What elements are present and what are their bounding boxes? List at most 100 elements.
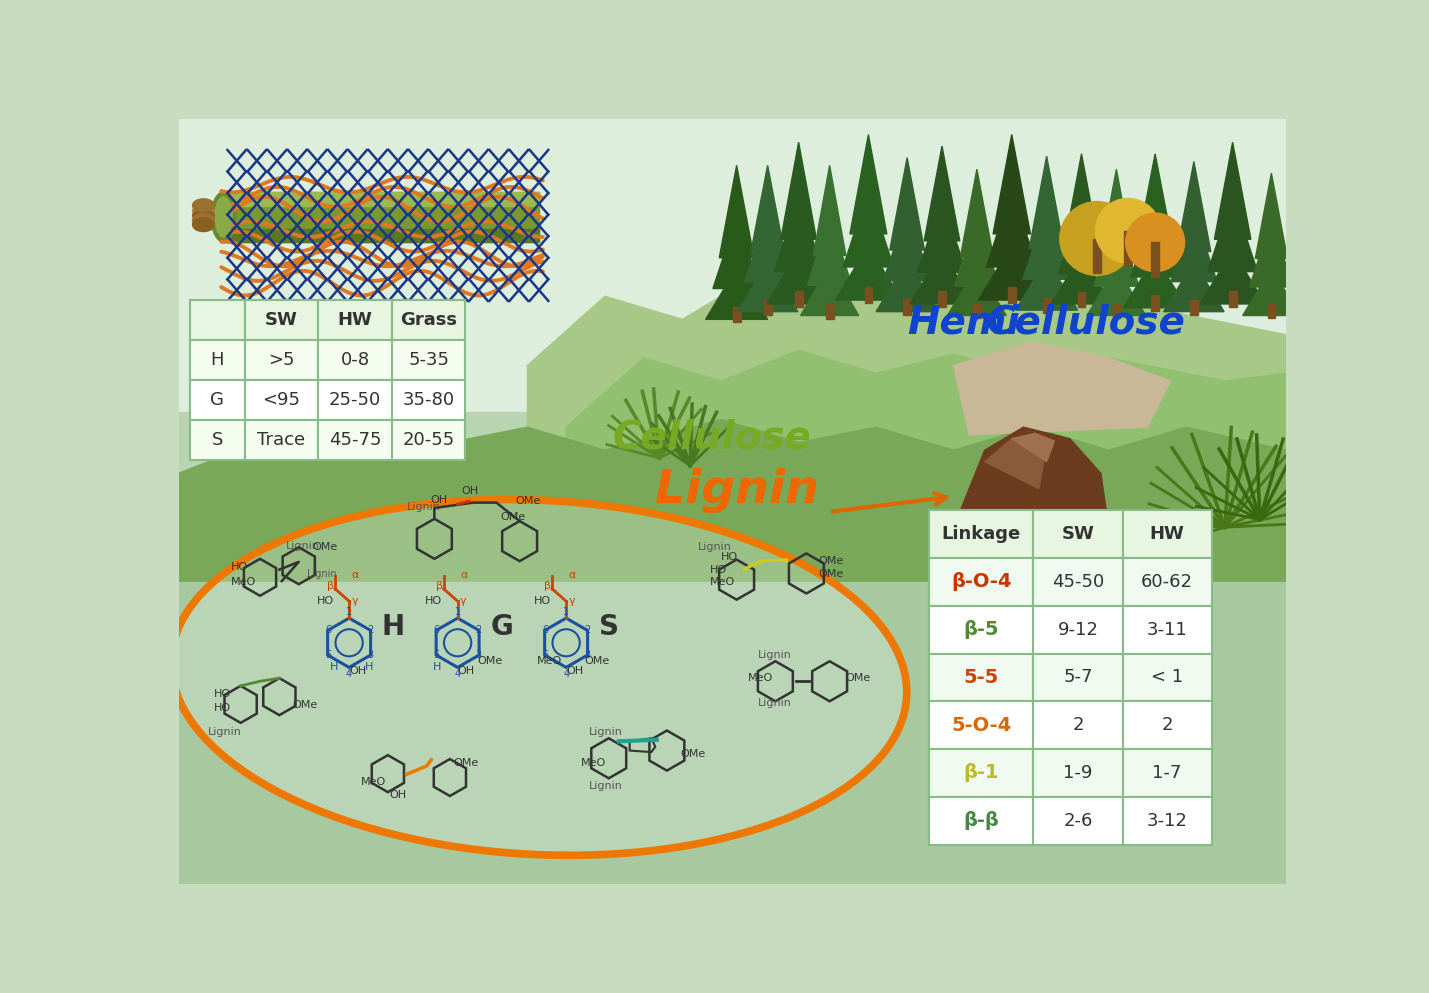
- Text: OH: OH: [390, 790, 406, 800]
- Text: HO: HO: [533, 596, 550, 607]
- Bar: [1033, 701, 1123, 749]
- Bar: [1123, 653, 1212, 701]
- Bar: [795, 291, 803, 307]
- Bar: [1033, 558, 1123, 606]
- Ellipse shape: [211, 192, 236, 242]
- Polygon shape: [1137, 154, 1173, 246]
- Polygon shape: [706, 268, 767, 320]
- Polygon shape: [719, 166, 755, 258]
- Circle shape: [1060, 202, 1135, 275]
- Text: MeO: MeO: [360, 778, 386, 787]
- Bar: [1190, 300, 1198, 315]
- Text: 5-5: 5-5: [963, 668, 999, 687]
- Text: 9-12: 9-12: [1057, 621, 1099, 638]
- Bar: [1033, 796, 1123, 844]
- Bar: [1123, 796, 1212, 844]
- Polygon shape: [953, 427, 1109, 527]
- Polygon shape: [925, 146, 960, 241]
- Text: 2: 2: [584, 626, 590, 636]
- Text: OMe: OMe: [817, 556, 843, 566]
- Text: β-β: β-β: [963, 811, 999, 830]
- Text: γ: γ: [569, 596, 574, 607]
- Polygon shape: [850, 135, 887, 234]
- Polygon shape: [800, 265, 859, 316]
- Text: Lignin: Lignin: [286, 541, 320, 551]
- Bar: [1033, 510, 1123, 558]
- Text: 3-11: 3-11: [1146, 621, 1187, 638]
- Polygon shape: [767, 250, 830, 304]
- Text: H: H: [382, 614, 404, 641]
- Bar: [1033, 749, 1123, 796]
- Text: 60-62: 60-62: [1142, 573, 1193, 591]
- Text: HO: HO: [424, 596, 442, 607]
- Polygon shape: [979, 245, 1045, 300]
- Bar: [179, 412, 1286, 884]
- Text: OMe: OMe: [500, 511, 526, 521]
- Text: 6: 6: [433, 626, 440, 636]
- Bar: [1007, 287, 1016, 304]
- Bar: [929, 653, 1033, 701]
- Text: 5-O-4: 5-O-4: [952, 716, 1012, 735]
- Text: α: α: [352, 570, 359, 580]
- Bar: [392, 380, 466, 420]
- Text: HW: HW: [337, 311, 373, 329]
- Bar: [190, 420, 244, 461]
- Text: H: H: [433, 661, 442, 671]
- Text: Lignin: Lignin: [656, 468, 819, 512]
- Bar: [763, 300, 772, 315]
- Text: 3: 3: [584, 650, 590, 660]
- Text: 2: 2: [476, 626, 482, 636]
- Text: Lignin: Lignin: [589, 727, 623, 737]
- Polygon shape: [993, 135, 1030, 234]
- Text: 5-35: 5-35: [409, 352, 449, 369]
- Text: α: α: [460, 570, 467, 580]
- Bar: [179, 504, 1286, 884]
- Text: Trace: Trace: [257, 431, 306, 449]
- Text: Cellulose: Cellulose: [613, 419, 812, 457]
- Polygon shape: [807, 215, 852, 285]
- Polygon shape: [1255, 173, 1288, 258]
- Bar: [1077, 292, 1086, 307]
- Circle shape: [1096, 199, 1160, 263]
- Text: Lignin: Lignin: [759, 650, 792, 660]
- Text: 5: 5: [433, 650, 440, 660]
- Text: OH: OH: [430, 495, 447, 504]
- Polygon shape: [745, 214, 790, 282]
- Text: SW: SW: [1062, 525, 1095, 543]
- Bar: [1123, 701, 1212, 749]
- Bar: [1033, 653, 1123, 701]
- Text: 3: 3: [476, 650, 482, 660]
- Text: OMe: OMe: [817, 569, 843, 579]
- Bar: [1113, 304, 1120, 319]
- Polygon shape: [1023, 208, 1070, 279]
- Polygon shape: [1087, 267, 1146, 316]
- Ellipse shape: [193, 210, 214, 221]
- Text: OMe: OMe: [516, 496, 542, 506]
- Text: OMe: OMe: [584, 656, 610, 666]
- Bar: [319, 341, 392, 380]
- Polygon shape: [1208, 197, 1258, 272]
- Bar: [1033, 606, 1123, 653]
- Circle shape: [1126, 213, 1185, 272]
- Polygon shape: [836, 245, 902, 300]
- Polygon shape: [917, 199, 966, 272]
- Polygon shape: [1052, 254, 1112, 304]
- Text: OMe: OMe: [845, 673, 870, 683]
- Polygon shape: [1065, 154, 1099, 244]
- Text: OH: OH: [457, 665, 474, 675]
- Text: 45-75: 45-75: [329, 431, 382, 449]
- Polygon shape: [775, 197, 823, 272]
- Text: 25-50: 25-50: [329, 391, 382, 409]
- Polygon shape: [1200, 250, 1265, 304]
- Text: 5: 5: [324, 650, 332, 660]
- Bar: [392, 341, 466, 380]
- Text: G: G: [490, 614, 513, 641]
- Bar: [1123, 558, 1212, 606]
- Text: OMe: OMe: [454, 758, 479, 768]
- Text: MeO: MeO: [710, 577, 735, 587]
- Text: HO: HO: [213, 702, 230, 713]
- Polygon shape: [750, 166, 785, 253]
- Polygon shape: [643, 327, 1032, 427]
- Bar: [221, 193, 539, 242]
- Bar: [179, 119, 1286, 489]
